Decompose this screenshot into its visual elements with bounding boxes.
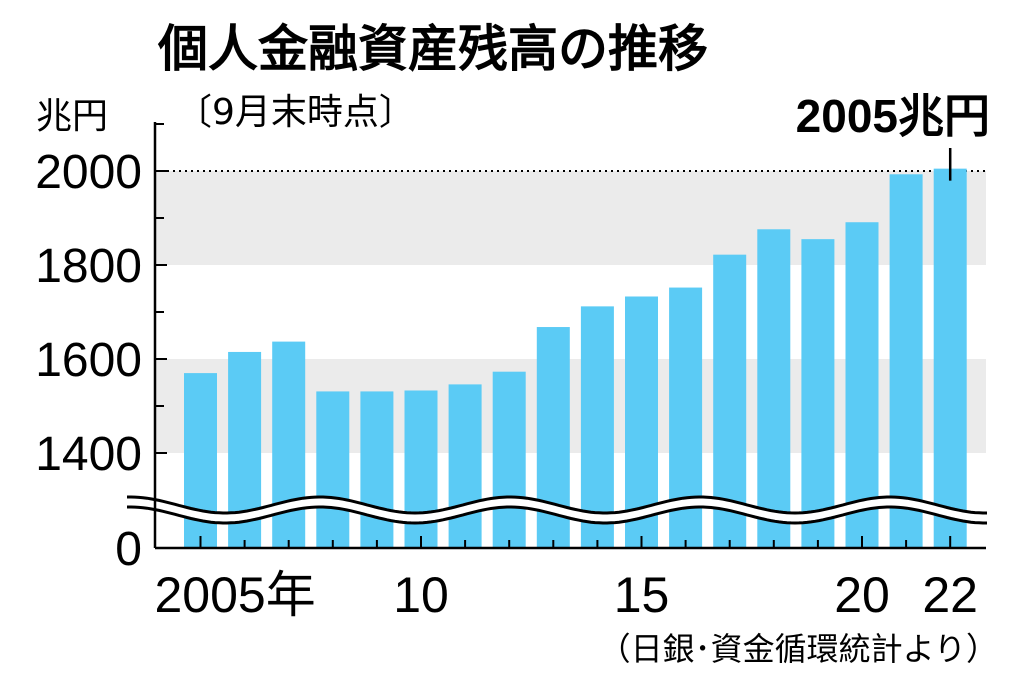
axes: 0 1400 1600 1800 2000 2005年 10 15 20 22: [35, 122, 988, 623]
x-tick-label: 2005年: [155, 567, 316, 623]
bar-2018: [757, 229, 791, 548]
bar-2009: [360, 391, 394, 548]
bar-2022: [933, 168, 967, 548]
bar-2020: [845, 222, 879, 549]
y-tick-label: 0: [115, 523, 142, 576]
annotation-label: 2005兆円: [796, 90, 990, 142]
x-tick-label: 10: [393, 567, 449, 623]
axis-break-fill: [127, 497, 988, 523]
bar-2011: [448, 384, 482, 548]
bar-2007: [272, 341, 306, 548]
bar-2008: [316, 391, 350, 548]
y-tick-label: 2000: [35, 146, 142, 199]
bar-2021: [889, 174, 923, 549]
y-tick-label: 1400: [35, 428, 142, 481]
source-note: （日銀･資金循環統計より）: [599, 630, 998, 668]
y-tick-label: 1800: [35, 240, 142, 293]
chart-title: 個人金融資産残高の推移: [157, 20, 708, 78]
bar-2012: [492, 371, 526, 548]
axis-break-line-top: [127, 495, 987, 515]
bar-2014: [580, 306, 614, 548]
chart-subtitle: 〔9月末時点〕: [176, 92, 415, 133]
bar-2010: [404, 390, 438, 548]
x-tick-label: 22: [922, 567, 978, 623]
x-tick-label: 20: [834, 567, 890, 623]
y-axis-unit: 兆円: [36, 96, 108, 137]
x-tick-label: 15: [614, 567, 670, 623]
y-tick-label: 1600: [35, 334, 142, 387]
axis-break-line-bottom: [127, 505, 987, 525]
bar-2019: [801, 239, 835, 548]
